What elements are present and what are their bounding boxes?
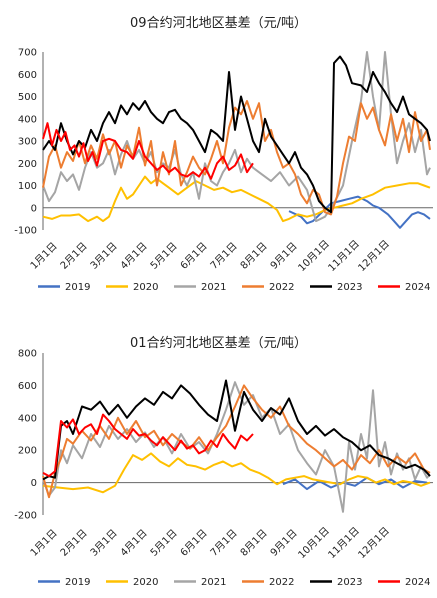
- chart-title: 09合约河北地区基差（元/吨）: [130, 16, 307, 31]
- chart-09-svg: -100 0 100 200 300 400 500 600 700 1月1日 2月1日 3月1日 4月…: [14, 48, 433, 293]
- x-tick-label: 11月1日: [326, 525, 362, 561]
- x-tick-label: 3月1日: [88, 527, 120, 559]
- x-tick-label: 7月1日: [208, 527, 240, 559]
- x-tick-label: 11月1日: [326, 238, 362, 274]
- series-line-2020: [42, 175, 431, 223]
- x-tick-label: 5月1日: [148, 240, 180, 272]
- y-tick-label: 100: [18, 181, 37, 192]
- legend-label-2019: 2019: [65, 577, 90, 588]
- series-line-2019: [288, 195, 431, 229]
- legend-label-2024: 2024: [405, 282, 430, 293]
- legend-label-2023: 2023: [337, 577, 362, 588]
- series-line-2024: [42, 413, 254, 478]
- series-line-2021: [42, 51, 431, 223]
- x-tick-label: 2月1日: [58, 527, 90, 559]
- y-tick-label: -100: [14, 226, 37, 237]
- series-line-2020: [42, 452, 431, 494]
- x-tick-label: 7月1日: [208, 240, 240, 272]
- y-tick-label: -200: [14, 511, 37, 522]
- x-tick-label: 9月1日: [268, 240, 300, 272]
- x-tick-label: 2月1日: [58, 240, 90, 272]
- x-tick-label: 6月1日: [178, 527, 210, 559]
- y-tick-label: 600: [18, 70, 37, 81]
- chart-01-svg: -200 0 200 400 600 800 1月1日 2月1日 3月1日 4月1日 5月1日 6月1…: [14, 349, 433, 588]
- legend-label-2022: 2022: [269, 282, 294, 293]
- x-tick-label: 10月1日: [296, 525, 332, 561]
- chart-panel-09: 09合约河北地区基差（元/吨） -100 0 100 200 300 400 500 600 7…: [14, 16, 433, 293]
- legend-label-2021: 2021: [201, 282, 226, 293]
- series-line-2021: [42, 381, 431, 513]
- x-tick-label: 10月1日: [296, 238, 332, 274]
- legend-label-2023: 2023: [337, 282, 362, 293]
- legend-label-2020: 2020: [133, 282, 158, 293]
- x-tick-label: 9月1日: [268, 527, 300, 559]
- y-tick-label: 600: [18, 381, 37, 392]
- y-tick-label: 200: [18, 446, 37, 457]
- x-tick-label: 8月1日: [238, 240, 270, 272]
- legend-label-2021: 2021: [201, 577, 226, 588]
- y-tick-label: 0: [31, 203, 37, 214]
- x-tick-label: 12月1日: [356, 525, 392, 561]
- x-tick-label: 8月1日: [238, 527, 270, 559]
- legend-label-2020: 2020: [133, 577, 158, 588]
- y-tick-label: 500: [18, 92, 37, 103]
- x-tick-label: 1月1日: [28, 240, 60, 272]
- x-tick-label: 3月1日: [88, 240, 120, 272]
- y-tick-label: 200: [18, 159, 37, 170]
- y-tick-label: 700: [18, 48, 37, 59]
- series-line-2019: [282, 476, 428, 491]
- x-tick-label: 5月1日: [148, 527, 180, 559]
- x-tick-label: 12月1日: [356, 238, 392, 274]
- legend-label-2019: 2019: [65, 282, 90, 293]
- x-tick-label: 1月1日: [28, 527, 60, 559]
- y-tick-label: 400: [18, 114, 37, 125]
- legend-label-2024: 2024: [405, 577, 430, 588]
- x-tick-label: 6月1日: [178, 240, 210, 272]
- y-tick-label: 0: [31, 478, 37, 489]
- y-tick-label: 300: [18, 137, 37, 148]
- x-tick-label: 4月1日: [118, 527, 150, 559]
- y-tick-label: 400: [18, 413, 37, 424]
- legend-label-2022: 2022: [269, 577, 294, 588]
- x-tick-label: 4月1日: [118, 240, 150, 272]
- series-line-2023: [42, 379, 431, 481]
- series-line-2023: [42, 55, 431, 214]
- chart-panel-01: 01合约河北地区基差（元/吨） -200 0 200 400 600 800 1月1日 2月1…: [0, 320, 437, 598]
- series-line-2024: [42, 122, 254, 180]
- chart-title: 01合约河北地区基差（元/吨）: [130, 336, 307, 351]
- y-tick-label: 800: [18, 349, 37, 360]
